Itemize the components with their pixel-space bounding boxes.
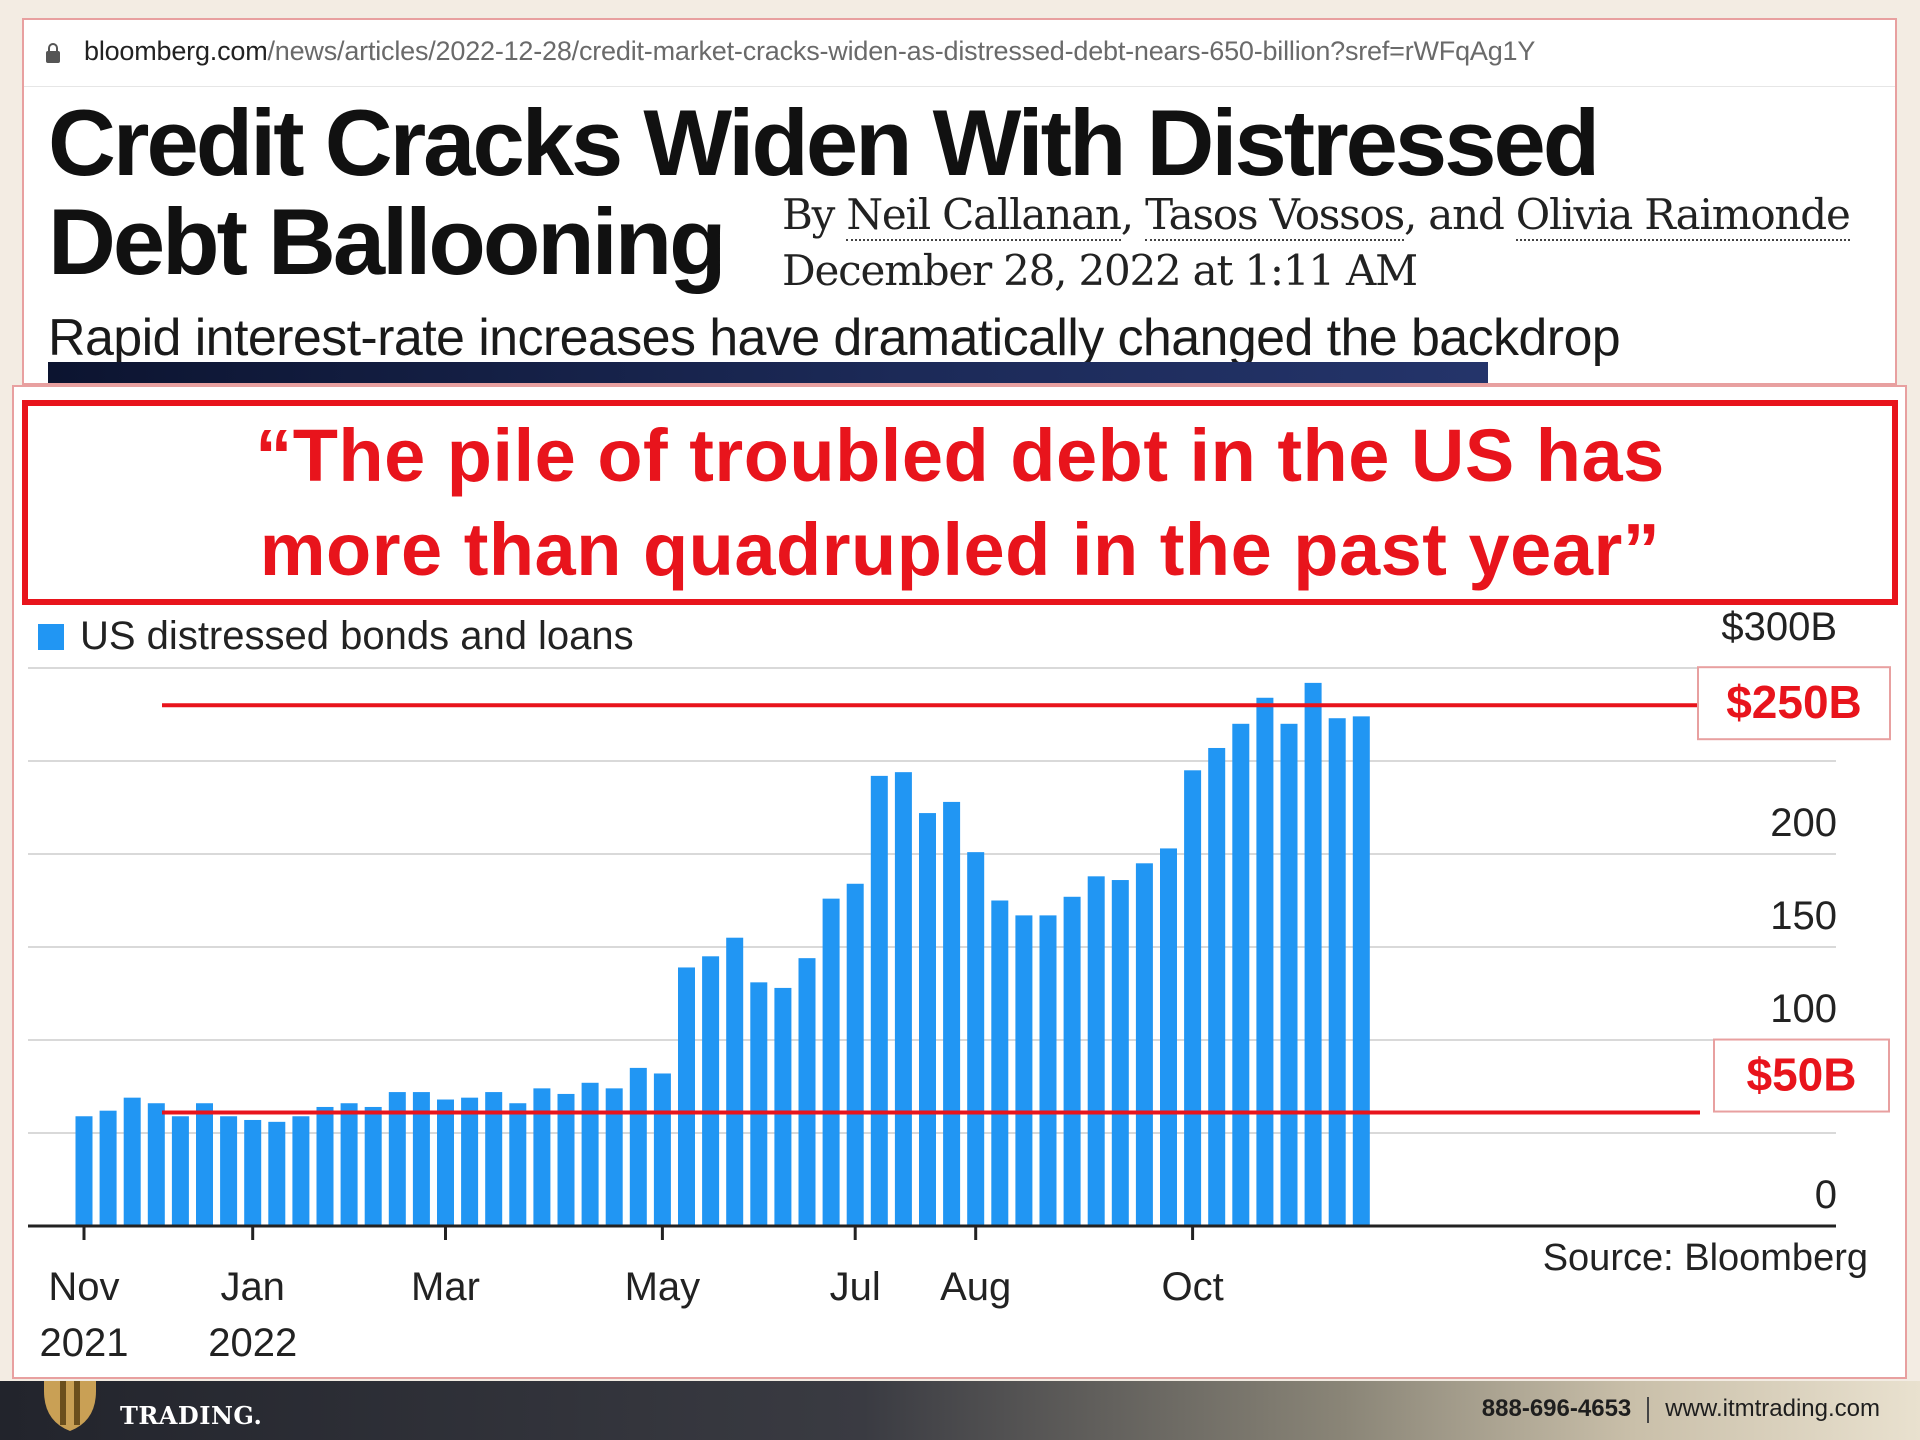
y-tick-label: 150 <box>1770 894 1837 938</box>
bar <box>557 1093 575 1226</box>
x-tick-label: 2021 <box>40 1321 129 1365</box>
bar <box>244 1119 262 1226</box>
author-link[interactable]: Olivia Raimonde <box>1515 190 1851 241</box>
bar <box>798 958 816 1226</box>
author-link[interactable]: Tasos Vossos <box>1145 190 1405 241</box>
bar <box>412 1092 430 1226</box>
bar <box>1256 697 1274 1226</box>
bar <box>147 1103 165 1226</box>
highlight-label: $50B <box>1747 1049 1857 1101</box>
x-tick-label: May <box>625 1265 701 1309</box>
bar <box>99 1110 117 1226</box>
bar <box>629 1067 647 1226</box>
y-tick-label: 0 <box>1815 1173 1837 1217</box>
bar <box>316 1106 334 1226</box>
quote-text: “The pile of troubled debt in the US has… <box>255 413 1665 591</box>
x-tick-label: Aug <box>940 1265 1011 1309</box>
headline-line-1: Credit Cracks Widen With Distressed <box>48 90 1600 195</box>
bar <box>1015 915 1033 1226</box>
bar <box>1352 716 1370 1226</box>
bar <box>220 1116 238 1226</box>
bar <box>605 1088 623 1226</box>
distressed-debt-bar-chart: 0 100 150 200 $300B Nov 2021 Jan 2022 Mar May Jul Au… <box>28 605 1891 1365</box>
divider <box>1647 1396 1650 1423</box>
highlight-label-box <box>1697 666 1891 741</box>
legend-swatch <box>38 624 64 650</box>
bar <box>1111 880 1129 1226</box>
bar <box>196 1103 213 1226</box>
x-tick-label: Oct <box>1161 1265 1223 1309</box>
lock-icon <box>46 43 60 63</box>
bar <box>340 1103 358 1226</box>
subheadline: Rapid interest-rate increases have drama… <box>48 309 1621 367</box>
bar <box>1160 848 1177 1226</box>
bar <box>846 883 864 1226</box>
contact-info: 888-696-4653 www.itmtrading.com <box>1482 1395 1880 1423</box>
highlight-label: $250B <box>1726 676 1862 728</box>
x-tick-label: 2022 <box>208 1321 297 1365</box>
bar <box>123 1097 141 1226</box>
bar <box>1280 723 1298 1226</box>
bar <box>870 775 888 1226</box>
bar <box>1232 723 1250 1226</box>
bar <box>1208 747 1226 1226</box>
bar <box>1328 718 1346 1226</box>
highlight-label-box <box>1713 1038 1890 1113</box>
bar <box>822 898 840 1226</box>
video-thumbnail[interactable] <box>48 362 1488 383</box>
bar <box>485 1092 503 1226</box>
bar <box>726 937 744 1226</box>
bar <box>967 852 985 1226</box>
quote-callout-box: “The pile of troubled debt in the US has… <box>22 400 1898 605</box>
article-screenshot: bloomberg.com/news/articles/2022-12-28/c… <box>22 18 1897 385</box>
bar <box>1304 682 1322 1226</box>
footer-bar: TRADING. 888-696-4653 www.itmtrading.com <box>0 1381 1920 1440</box>
bar <box>461 1097 479 1226</box>
itm-logo-icon <box>44 1381 96 1431</box>
y-tick-label: $300B <box>1721 605 1837 649</box>
brand-logo-text: TRADING. <box>120 1401 263 1430</box>
y-tick-label: 200 <box>1770 801 1837 845</box>
browser-address-bar[interactable]: bloomberg.com/news/articles/2022-12-28/c… <box>24 20 1895 87</box>
website-link[interactable]: www.itmtrading.com <box>1665 1395 1880 1422</box>
x-tick-label: Mar <box>411 1265 480 1309</box>
bar <box>653 1073 671 1226</box>
bar <box>1087 876 1105 1226</box>
x-tick-label: Nov <box>48 1265 119 1309</box>
bar <box>774 987 792 1226</box>
bar <box>943 801 961 1226</box>
byline: By Neil Callanan, Tasos Vossos, and Oliv… <box>782 190 1851 241</box>
bar <box>702 956 720 1226</box>
dateline: December 28, 2022 at 1:11 AM <box>782 246 1418 295</box>
bar <box>919 813 936 1226</box>
bar <box>1063 896 1081 1226</box>
bar <box>292 1116 310 1226</box>
bar <box>894 772 912 1226</box>
author-link[interactable]: Neil Callanan <box>846 190 1122 241</box>
bar <box>1135 863 1153 1226</box>
bar <box>75 1116 93 1226</box>
bar <box>171 1116 189 1226</box>
bar <box>388 1092 406 1226</box>
bar <box>364 1106 382 1226</box>
bar <box>1039 915 1057 1226</box>
x-tick-label: Jan <box>220 1265 285 1309</box>
y-tick-label: 100 <box>1770 987 1837 1031</box>
bar <box>437 1099 454 1226</box>
bar <box>268 1121 286 1226</box>
x-tick-label: Jul <box>830 1265 881 1309</box>
url-text[interactable]: bloomberg.com/news/articles/2022-12-28/c… <box>84 36 1536 66</box>
legend-label: US distressed bonds and loans <box>80 614 634 658</box>
bar <box>750 982 768 1226</box>
bar <box>533 1088 551 1226</box>
bar <box>991 900 1009 1226</box>
bar <box>1184 770 1202 1226</box>
source-label: Source: Bloomberg <box>1543 1237 1868 1279</box>
bar <box>678 967 695 1226</box>
phone-number[interactable]: 888-696-4653 <box>1481 1395 1632 1422</box>
bar <box>581 1082 599 1226</box>
bar <box>509 1103 527 1226</box>
headline-line-2: Debt Ballooning <box>48 189 727 294</box>
